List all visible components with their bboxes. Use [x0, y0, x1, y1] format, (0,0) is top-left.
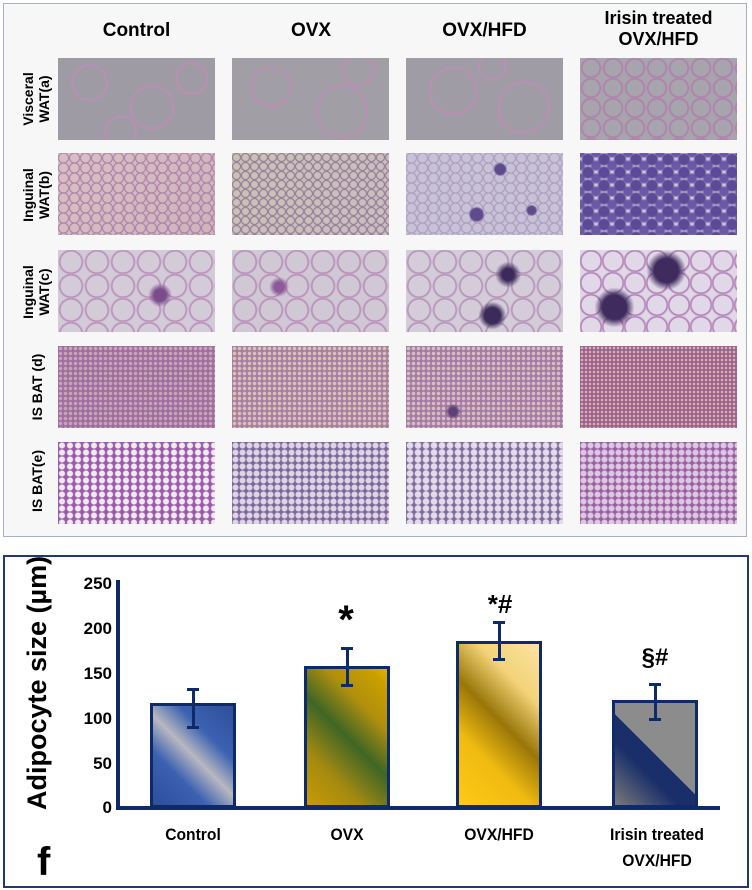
micrograph-inguinal-b-ovx-hfd — [406, 153, 563, 235]
x-axis-line — [116, 806, 720, 810]
row-label-line2: WAT(b) — [36, 171, 52, 219]
y-tick-50: 50 — [93, 754, 112, 773]
col-header-ovx: OVX — [290, 20, 332, 41]
y-tick-150: 150 — [83, 664, 112, 683]
micrograph-bat-e-control — [58, 442, 215, 524]
micrograph-inguinal-c-irisin — [580, 250, 737, 332]
bar-ovx-hfd — [456, 641, 542, 808]
bar-ovx — [304, 666, 390, 808]
y-tick-100: 100 — [83, 709, 112, 728]
micrograph-inguinal-b-ovx — [232, 153, 389, 235]
row-label-line2: WAT(a) — [36, 75, 52, 123]
micrograph-bat-d-control — [58, 346, 215, 428]
micrograph-visceral-irisin — [580, 58, 737, 140]
row-label-line1: IS BAT (d) — [29, 353, 45, 421]
row-label-is-bat-d: IS BAT (d) — [24, 344, 50, 430]
col-header-irisin: Irisin treated OVX/HFD — [580, 8, 737, 50]
error-cap-irisin-top — [649, 683, 661, 686]
error-cap-irisin-bottom — [649, 718, 661, 721]
error-cap-ovx-hfd-top — [493, 621, 505, 624]
micrograph-inguinal-c-ovx — [232, 250, 389, 332]
error-cap-control-top — [187, 688, 199, 691]
row-label-visceral-wat: Visceral WAT(a) — [18, 59, 54, 139]
micrograph-visceral-ovx-hfd — [406, 58, 563, 140]
error-cap-control-bottom — [187, 726, 199, 729]
x-tick-ovx-hfd: OVX/HFD — [464, 825, 534, 844]
x-tick-ovx: OVX — [330, 825, 364, 844]
micrograph-bat-d-ovx — [232, 346, 389, 428]
x-tick-irisin-line1: Irisin treated — [610, 825, 704, 844]
col-header-ovx-hfd: OVX/HFD — [442, 20, 527, 41]
error-cap-ovx-top — [341, 647, 353, 650]
error-cap-ovx-bottom — [341, 684, 353, 687]
error-cap-ovx-hfd-bottom — [493, 658, 505, 661]
col-header-control: Control — [102, 20, 171, 41]
significance-ovx: * — [338, 598, 354, 642]
error-bar-irisin — [654, 684, 657, 719]
micrograph-bat-e-ovx — [232, 442, 389, 524]
x-tick-irisin-line2: OVX/HFD — [622, 851, 692, 870]
col-header-irisin-line2: OVX/HFD — [618, 29, 699, 49]
row-label-is-bat-e: IS BAT(e) — [24, 438, 50, 524]
row-label-line1: Inguinal — [20, 265, 36, 319]
significance-ovx-hfd: *# — [487, 589, 513, 619]
row-label-line1: Visceral — [20, 72, 36, 126]
micrograph-bat-e-irisin — [580, 442, 737, 524]
y-tick-250: 250 — [83, 574, 112, 593]
x-tick-control: Control — [165, 825, 221, 844]
micrograph-bat-e-ovx-hfd — [406, 442, 563, 524]
col-header-irisin-line1: Irisin treated — [604, 8, 713, 28]
y-tick-0: 0 — [102, 798, 112, 817]
row-label-inguinal-wat-c: Inguinal WAT(c) — [18, 252, 54, 332]
micrograph-inguinal-b-control — [58, 153, 215, 235]
micrograph-inguinal-b-irisin — [580, 153, 737, 235]
micrograph-visceral-control — [58, 58, 215, 140]
micrograph-bat-d-ovx-hfd — [406, 346, 563, 428]
row-label-line1: Inguinal — [20, 168, 36, 222]
micrograph-visceral-ovx — [232, 58, 389, 140]
y-tick-200: 200 — [83, 619, 112, 638]
micrograph-inguinal-c-ovx-hfd — [406, 250, 563, 332]
error-bar-ovx — [346, 648, 349, 685]
significance-irisin: §# — [641, 644, 669, 671]
micrograph-bat-d-irisin — [580, 346, 737, 428]
error-bar-ovx-hfd — [498, 622, 501, 659]
row-label-inguinal-wat-b: Inguinal WAT(b) — [18, 155, 54, 235]
y-axis-label: Adipocyte size (µm) — [22, 555, 52, 810]
panel-letter: f — [37, 840, 51, 884]
micrograph-inguinal-c-control — [58, 250, 215, 332]
y-axis-line — [116, 580, 120, 810]
row-label-line2: WAT(c) — [36, 268, 52, 316]
error-bar-control — [192, 689, 195, 727]
x-tick-irisin: Irisin treated OVX/HFD — [579, 822, 735, 874]
row-label-line1: IS BAT(e) — [29, 450, 45, 512]
